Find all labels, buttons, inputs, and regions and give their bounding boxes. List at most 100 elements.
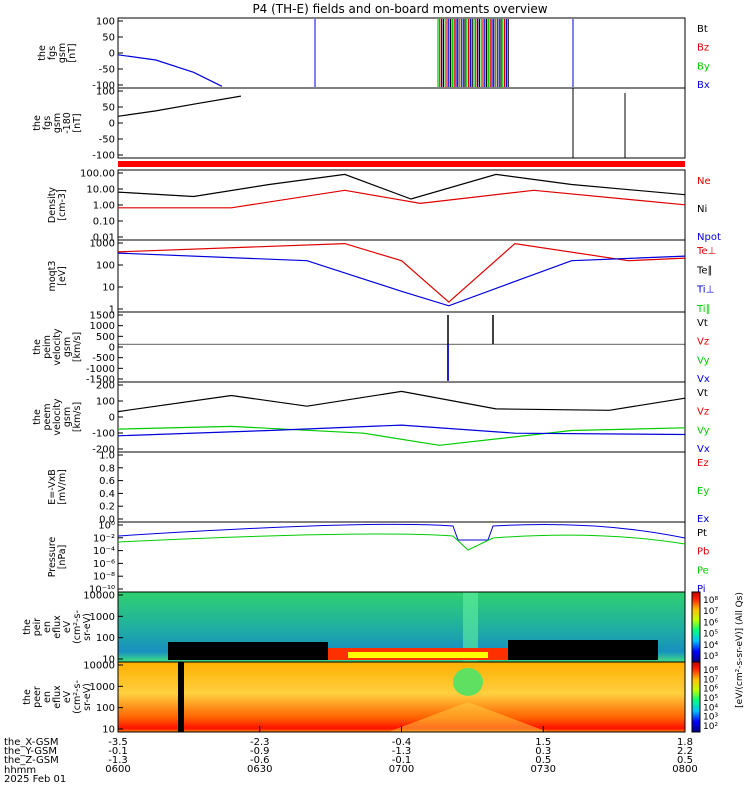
y-axis-label: eflux bbox=[52, 685, 63, 709]
y-axis-label: en bbox=[42, 621, 53, 633]
y-axis-label: Density bbox=[47, 187, 58, 223]
y-axis-label: velocity bbox=[52, 328, 63, 366]
y-axis-label: velocity bbox=[52, 398, 63, 436]
y-tick-label: 100 bbox=[96, 17, 115, 28]
panel-frame bbox=[117, 381, 686, 453]
y-axis-label: gsm bbox=[57, 43, 68, 63]
x-tick-label: 0730 bbox=[531, 764, 556, 775]
ephemeris-value: 0.3 bbox=[535, 746, 551, 757]
colorbar-tick: 10⁸ bbox=[703, 596, 718, 606]
y-tick-label: 0.01 bbox=[93, 233, 115, 244]
legend-density-1: Ni bbox=[697, 204, 707, 215]
ephemeris-value: -1.3 bbox=[392, 746, 412, 757]
y-tick-label: 1.0 bbox=[99, 451, 115, 462]
y-axis-label: the bbox=[32, 115, 43, 131]
colorbar-tick: 10⁵ bbox=[703, 630, 718, 640]
ephemeris-name: the_X-GSM bbox=[4, 737, 58, 748]
y-axis-label: eV bbox=[62, 620, 73, 633]
legend-peim-1: Vz bbox=[697, 337, 709, 348]
series-peem_Vy bbox=[117, 425, 686, 446]
peir-yellow-band bbox=[348, 652, 488, 658]
ephemeris-value: 0.5 bbox=[535, 755, 551, 766]
x-tick-label: 0800 bbox=[672, 764, 697, 775]
y-tick-label: 1000 bbox=[90, 682, 115, 693]
legend-fgs-3: Bx bbox=[697, 80, 710, 91]
series-fgs_Bx bbox=[117, 54, 223, 87]
legend-peim-2: Vy bbox=[697, 355, 710, 366]
ephemeris-value: -0.9 bbox=[250, 746, 270, 757]
y-tick-label: -100 bbox=[92, 429, 115, 440]
y-axis-label: moqt3 bbox=[47, 261, 58, 292]
colorbar-tick: 10⁴ bbox=[703, 703, 718, 713]
peir-bright-column bbox=[463, 592, 478, 662]
y-axis-label: sr-eV) bbox=[82, 613, 93, 641]
colorbar-tick: 10⁵ bbox=[703, 694, 718, 704]
panel-fgs2: 100 50 0 -50 -100 the fgs gsm -180 [nT] bbox=[32, 87, 686, 162]
ephemeris-value: -2.3 bbox=[250, 737, 270, 748]
legend-temp-2: Ti⊥ bbox=[696, 285, 714, 296]
y-tick-label: 100 bbox=[96, 87, 115, 98]
y-tick-label: 10 bbox=[102, 725, 115, 736]
y-tick-label: 100.00 bbox=[80, 169, 115, 180]
y-tick-label: 100 bbox=[96, 397, 115, 408]
y-tick-label: 200 bbox=[96, 381, 115, 392]
y-tick-label: 0.2 bbox=[99, 502, 115, 513]
peir-black-region-2 bbox=[508, 640, 658, 660]
panel-peem: 200 100 0 -100 -200 the peem velocity gsm [km/s] V… bbox=[32, 381, 710, 456]
y-axis-label: [nT] bbox=[72, 113, 83, 132]
y-tick-label: 0.10 bbox=[93, 217, 115, 228]
time-unit-label: hhmm bbox=[4, 765, 36, 776]
y-tick-label: 0 bbox=[109, 49, 115, 60]
peir-black-region-1 bbox=[168, 642, 328, 660]
y-tick-label: 0.6 bbox=[99, 476, 115, 487]
y-tick-label: 50 bbox=[102, 33, 115, 44]
y-tick-label: 10⁻¹⁰ bbox=[89, 585, 115, 596]
panel-fgs: 100 50 0 -50 -100 the fgs gsm [nT] Bt Bz By Bx bbox=[37, 17, 710, 92]
y-axis-label: the bbox=[22, 619, 33, 635]
panel-peer: 10000 1000 100 10 the peer en eflux eV (cm²-s-sr-… bbox=[22, 661, 718, 736]
series-temp_Te bbox=[117, 242, 686, 303]
y-tick-label: 0 bbox=[109, 343, 115, 354]
y-axis-label: -180 bbox=[62, 112, 73, 134]
date-label: 2025 Feb 01 bbox=[4, 774, 66, 785]
y-tick-label: 10⁻⁸ bbox=[93, 572, 115, 583]
y-tick-label: 100 bbox=[96, 703, 115, 714]
y-tick-label: -50 bbox=[99, 135, 115, 146]
colorbar-tick: 10⁸ bbox=[703, 666, 718, 676]
y-axis-label: fgs bbox=[47, 46, 58, 60]
x-tick-label: 0630 bbox=[247, 764, 272, 775]
legend-efield-2: Ex bbox=[697, 514, 709, 525]
y-tick-label: 0.0 bbox=[99, 515, 115, 526]
y-axis-label: gsm bbox=[52, 113, 63, 133]
series-peem_Vt bbox=[117, 390, 686, 413]
colorbar-tick: 10² bbox=[703, 722, 718, 732]
panel-density: 100.00 10.00 1.00 0.10 0.01 Density [cm-3] Ne Ni… bbox=[47, 169, 721, 244]
y-tick-label: 0 bbox=[109, 413, 115, 424]
peer-green-feature bbox=[453, 668, 483, 696]
ephemeris-value: -3.5 bbox=[108, 737, 128, 748]
legend-pressure-3: Pi bbox=[697, 584, 706, 595]
legend-pressure-1: Pb bbox=[697, 547, 709, 558]
y-tick-label: -1500 bbox=[86, 375, 115, 386]
y-tick-label: 0 bbox=[109, 119, 115, 130]
legend-peem-2: Vy bbox=[697, 425, 710, 436]
x-tick-label: 0600 bbox=[105, 764, 130, 775]
y-tick-label: 1000 bbox=[90, 239, 115, 250]
legend-temp-3: Ti∥ bbox=[696, 304, 711, 315]
y-tick-label: 10⁻⁴ bbox=[93, 546, 115, 557]
y-tick-label: 100 bbox=[96, 633, 115, 644]
ephemeris-value: 1.8 bbox=[677, 737, 693, 748]
y-tick-label: 0.8 bbox=[99, 463, 115, 474]
panel-efield: 1.00.8 0.6 0.4 0.2 0.0 E=-VxB [mV/m] Ez Ey Ex bbox=[47, 451, 709, 526]
y-tick-label: 10000 bbox=[83, 591, 115, 602]
colorbar-tick: 10⁶ bbox=[703, 618, 718, 628]
series-density_Ni bbox=[117, 173, 686, 200]
y-tick-label: 100 bbox=[96, 261, 115, 272]
y-axis-label: sr-eV) bbox=[82, 683, 93, 711]
series-temp_Ti bbox=[117, 252, 686, 307]
series-density_Ne bbox=[118, 189, 686, 209]
y-axis-label: Pressure bbox=[47, 537, 58, 578]
y-axis-label: fgs bbox=[42, 116, 53, 130]
y-tick-label: 1000 bbox=[90, 321, 115, 332]
